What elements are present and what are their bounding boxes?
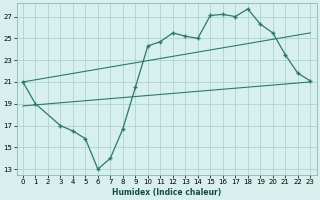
X-axis label: Humidex (Indice chaleur): Humidex (Indice chaleur)	[112, 188, 221, 197]
